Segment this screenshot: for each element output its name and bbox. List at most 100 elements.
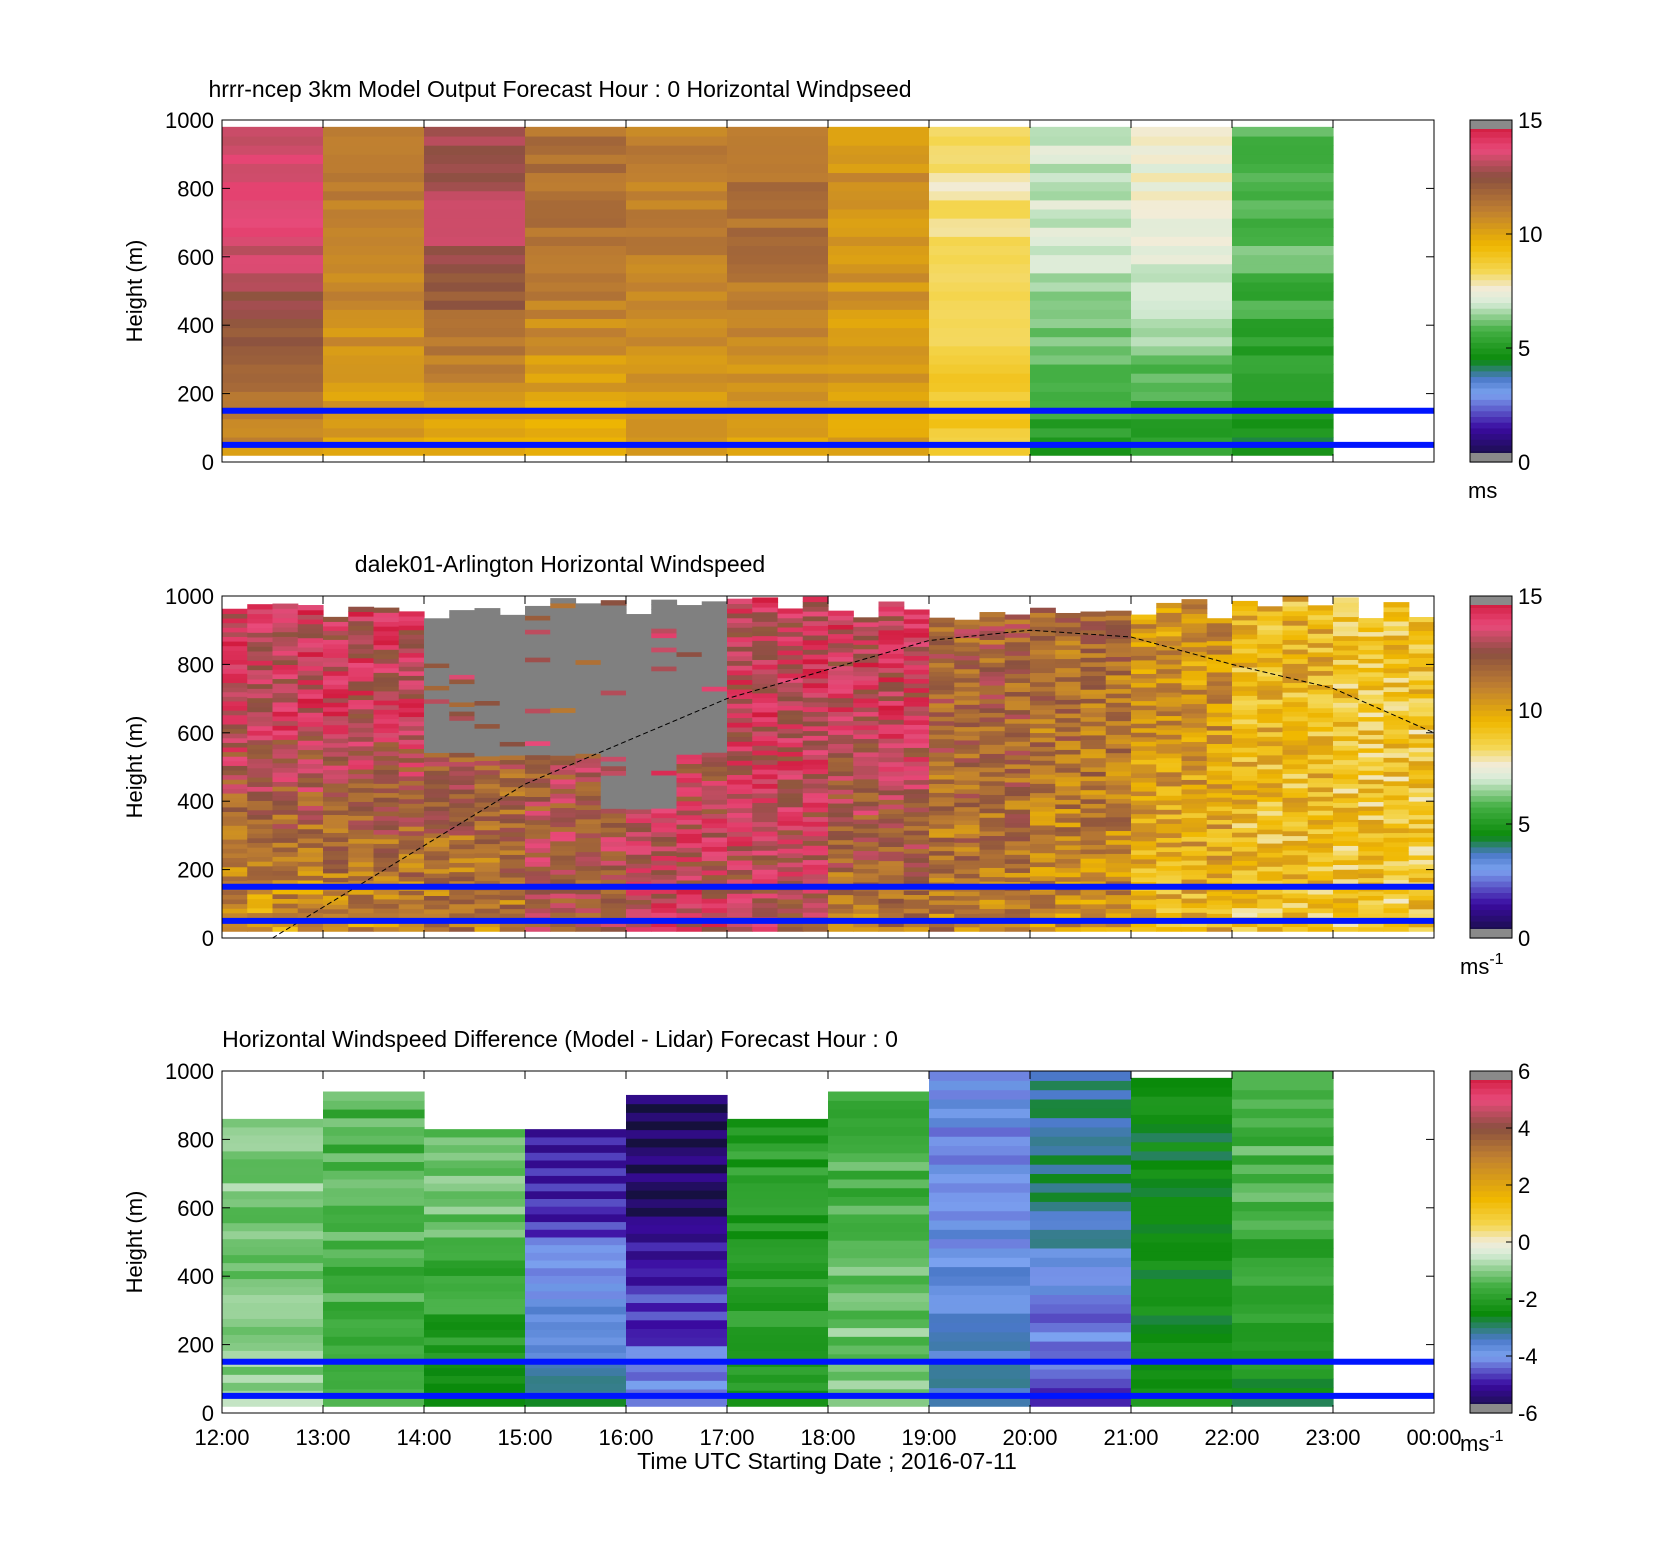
no-data-cell: [575, 720, 602, 726]
y-tick-label: 600: [177, 721, 214, 746]
no-data-cell: [626, 790, 652, 796]
heatmap-cell: [1055, 831, 1082, 837]
heatmap-cell: [954, 708, 981, 714]
heatmap-cell: [752, 835, 779, 842]
colorbar-segment: [1470, 898, 1512, 905]
heatmap-cell: [853, 845, 880, 852]
heatmap-cell: [1206, 837, 1233, 843]
heatmap-cell: [323, 1231, 425, 1241]
heatmap-cell: [247, 828, 274, 834]
heatmap-cell: [727, 1206, 829, 1216]
heatmap-cell: [929, 926, 955, 932]
x-tick-label: 23:00: [1305, 1425, 1360, 1450]
heatmap-cell: [979, 871, 1006, 878]
heatmap-cell: [525, 190, 627, 201]
heatmap-cell: [499, 768, 526, 774]
heatmap-cell: [323, 327, 425, 338]
heatmap-cell: [651, 907, 678, 913]
no-data-cell: [651, 708, 678, 714]
heatmap-cell: [1030, 1117, 1132, 1128]
heatmap-cell: [929, 653, 955, 659]
heatmap-cell: [272, 622, 299, 628]
heatmap-cell: [550, 850, 577, 856]
heatmap-cell: [272, 762, 299, 768]
heatmap-cell: [929, 1071, 1031, 1081]
no-data-cell: [676, 702, 703, 709]
heatmap-cell: [727, 707, 753, 714]
heatmap-cell: [828, 743, 854, 749]
heatmap-cell: [1307, 721, 1334, 727]
heatmap-cell: [1156, 738, 1183, 745]
heatmap-cell: [777, 742, 804, 748]
heatmap-cell: [297, 684, 324, 690]
heatmap-cell: [323, 1397, 425, 1407]
heatmap-cell: [1206, 712, 1233, 718]
heatmap-cell: [828, 816, 854, 822]
heatmap-cell: [398, 867, 425, 873]
no-data-cell: [575, 715, 602, 722]
heatmap-cell: [929, 832, 955, 838]
heatmap-cell: [373, 847, 400, 854]
colorbar-segment: [1470, 1128, 1512, 1135]
no-data-cell: [449, 655, 476, 662]
heatmap-cell: [1333, 673, 1359, 680]
heatmap-cell: [323, 913, 349, 919]
heatmap-cell: [1030, 373, 1132, 383]
heatmap-cell: [1408, 702, 1435, 708]
heatmap-cell: [929, 819, 955, 825]
heatmap-cell: [348, 898, 375, 904]
heatmap-cell: [802, 606, 829, 612]
heatmap-cell: [272, 659, 299, 665]
no-data-cell: [550, 674, 577, 680]
heatmap-cell: [1383, 794, 1410, 801]
heatmap-cell: [1055, 894, 1082, 900]
heatmap-cell: [222, 640, 248, 647]
heatmap-cell: [929, 899, 955, 905]
heatmap-cell: [929, 1396, 1031, 1407]
heatmap-cell: [1333, 888, 1359, 894]
heatmap-cell: [1105, 748, 1132, 754]
heatmap-cell: [1055, 908, 1082, 914]
heatmap-cell: [323, 373, 425, 383]
heatmap-cell: [449, 908, 476, 914]
heatmap-cell: [348, 704, 375, 710]
heatmap-cell: [929, 908, 955, 914]
heatmap-cell: [701, 846, 728, 852]
heatmap-cell: [1131, 291, 1233, 301]
heatmap-cell: [701, 822, 728, 829]
heatmap-cell: [1131, 236, 1233, 246]
heatmap-cell: [1307, 726, 1334, 732]
no-data-cell: [550, 640, 577, 647]
no-data-cell: [600, 637, 627, 644]
no-data-cell: [474, 635, 501, 641]
heatmap-cell: [727, 1254, 829, 1264]
heatmap-cell: [727, 631, 753, 638]
heatmap-cell: [727, 921, 753, 928]
heatmap-cell: [1232, 1266, 1334, 1277]
no-data-cell: [424, 649, 450, 655]
heatmap-cell: [1408, 899, 1435, 905]
heatmap-cell: [575, 865, 602, 871]
heatmap-cell: [1358, 707, 1385, 713]
no-data-cell: [575, 673, 602, 679]
heatmap-cell: [1105, 679, 1132, 685]
colorbar-tick-label: 15: [1518, 108, 1542, 133]
no-data-cell: [626, 749, 652, 756]
heatmap-cell: [929, 1238, 1031, 1249]
heatmap-cell: [1408, 877, 1435, 883]
heatmap-cell: [1333, 721, 1359, 727]
heatmap-cell: [1383, 921, 1410, 928]
heatmap-cell: [777, 779, 804, 785]
heatmap-cell: [1358, 694, 1385, 700]
heatmap-cell: [903, 705, 930, 712]
heatmap-cell: [1105, 697, 1132, 703]
heatmap-cell: [777, 649, 804, 656]
heatmap-cell: [626, 817, 652, 824]
no-data-cell: [525, 647, 551, 653]
heatmap-cell: [1156, 898, 1183, 904]
heatmap-cell: [1206, 770, 1233, 776]
heatmap-cell: [954, 855, 981, 861]
no-data-cell: [474, 751, 501, 757]
heatmap-cell: [1333, 759, 1359, 765]
heatmap-cell: [398, 657, 425, 663]
